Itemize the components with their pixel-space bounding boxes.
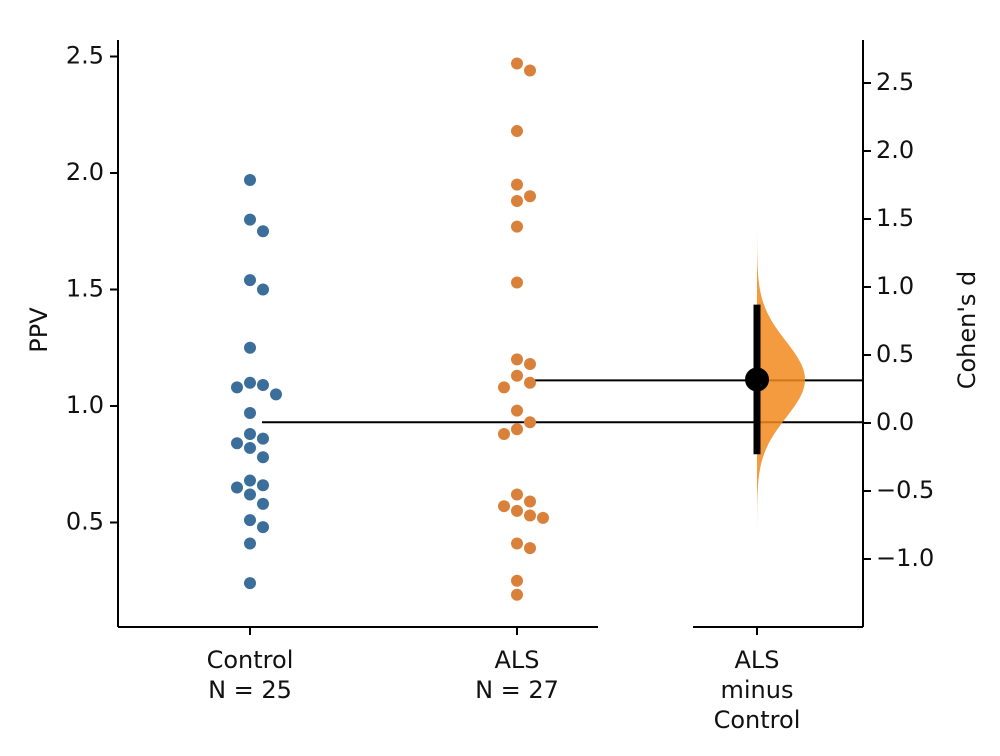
als-point [498,427,510,440]
control-point [244,376,256,389]
category-label: Control [714,706,801,734]
y-tick-label: 0.5 [66,508,104,536]
effect-size-panel [745,182,805,577]
effect-size-point [745,367,769,392]
control-point [257,225,269,238]
control-point [231,437,243,450]
als-point [511,125,523,138]
als-point [524,64,536,77]
control-point [244,537,256,550]
als-point [524,495,536,508]
control-point [244,427,256,440]
control-point [231,381,243,394]
control-point [244,488,256,501]
right-axis-ticks: −1.0 −0.5 0.0 0.5 1.0 1.5 2.0 2.5 [863,68,934,572]
control-point [257,479,269,492]
als-point [511,423,523,436]
control-point [244,441,256,454]
als-point [511,504,523,517]
right-tick-label: 2.5 [876,68,914,96]
als-point [511,588,523,601]
control-point [244,341,256,354]
control-point [244,514,256,527]
control-point [244,173,256,186]
right-tick-label: 2.0 [876,136,914,164]
control-point [257,451,269,464]
als-point [524,509,536,522]
right-tick-label: 1.0 [876,272,914,300]
als-point [524,416,536,429]
als-point [511,178,523,191]
swarm-points [231,57,549,601]
als-point [511,194,523,207]
right-tick-label: −1.0 [876,544,934,572]
als-point [511,488,523,501]
right-tick-label: 0.5 [876,340,914,368]
als-point [498,381,510,394]
als-point [511,537,523,550]
y-tick-label: 2.5 [66,42,104,70]
control-point [257,497,269,510]
right-tick-label: 1.5 [876,204,914,232]
right-tick-label: 0.0 [876,408,914,436]
control-point [244,577,256,590]
left-axis-ticks: 0.5 1.0 1.5 2.0 2.5 [66,42,118,536]
als-point [511,574,523,587]
category-label: minus [721,676,794,704]
als-point [511,57,523,70]
y-tick-label: 1.5 [66,275,104,303]
category-label: ALS [734,646,779,674]
control-point [257,521,269,534]
als-point [524,190,536,203]
y-tick-label: 1.0 [66,391,104,419]
control-point [244,274,256,287]
control-point [231,481,243,494]
category-label: N = 27 [475,676,559,704]
als-point [511,220,523,233]
control-point [270,388,282,401]
y-axis-title: PPV [25,307,53,353]
control-point [257,379,269,392]
als-point [537,511,549,524]
y-tick-label: 2.0 [66,158,104,186]
category-label: Control [207,646,294,674]
right-tick-label: −0.5 [876,476,934,504]
control-point [244,213,256,226]
als-point [511,369,523,382]
als-point [524,542,536,555]
als-point [511,276,523,289]
als-point [524,376,536,389]
category-label: ALS [494,646,539,674]
control-point [244,406,256,419]
als-point [524,358,536,371]
right-axis-title: Cohen's d [953,271,981,390]
als-point [511,404,523,417]
category-label: N = 25 [208,676,292,704]
control-point [244,474,256,487]
als-point [498,500,510,513]
als-point [511,353,523,366]
bootstrap-distribution [757,182,805,577]
control-point [257,432,269,445]
control-point [257,283,269,296]
